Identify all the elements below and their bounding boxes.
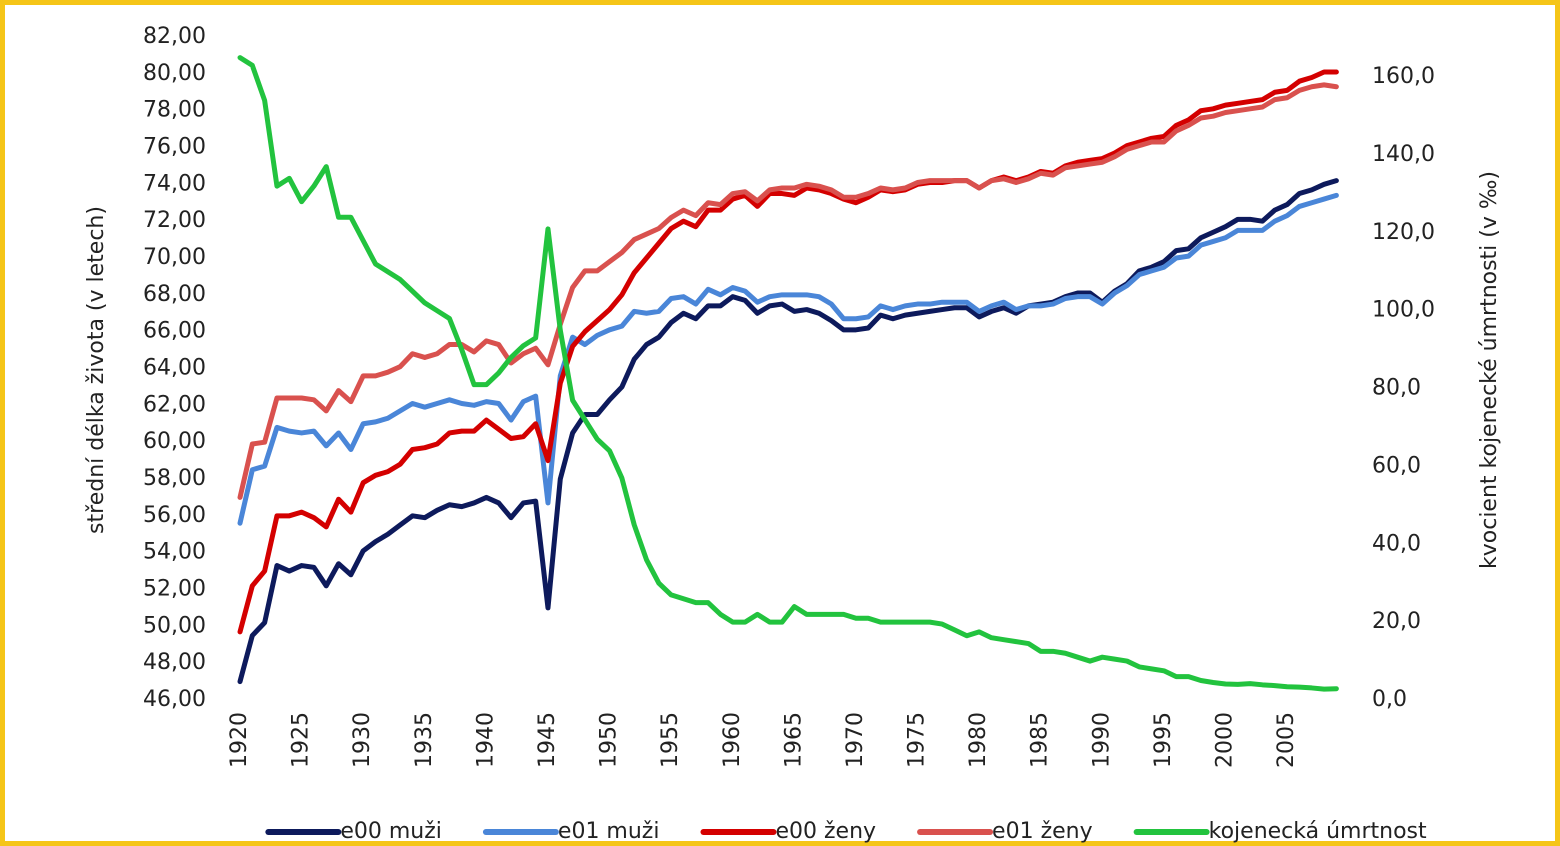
legend-label: e01 ženy [992, 819, 1093, 844]
x-tick-label: 1940 [473, 712, 498, 768]
x-tick-label: 1925 [289, 712, 314, 768]
y2-tick-label: 40,0 [1372, 531, 1421, 556]
y2-tick-label: 0,0 [1372, 687, 1407, 712]
x-tick-label: 1935 [412, 712, 437, 768]
x-tick-label: 1970 [843, 712, 868, 768]
y-axis-title: střední délka života (v letech) [84, 206, 109, 534]
y-tick-label: 56,00 [143, 503, 206, 528]
y2-tick-label: 20,0 [1372, 609, 1421, 634]
x-tick-label: 1955 [658, 712, 683, 768]
y2-tick-label: 100,0 [1372, 298, 1435, 323]
x-tick-label: 1930 [350, 712, 375, 768]
y-tick-label: 76,00 [143, 135, 206, 160]
x-tick-label: 1950 [597, 712, 622, 768]
legend-label: e00 muži [340, 819, 442, 844]
y-tick-label: 72,00 [143, 208, 206, 233]
series-line [237, 178, 1339, 685]
legend-label: kojenecká úmrtnost [1209, 819, 1427, 844]
y-tick-label: 54,00 [143, 540, 206, 565]
x-tick-label: 1960 [720, 712, 745, 768]
y-tick-label: 82,00 [143, 24, 206, 49]
y-tick-label: 50,00 [143, 613, 206, 638]
y2-tick-label: 160,0 [1372, 64, 1435, 89]
x-tick-label: 1985 [1028, 712, 1053, 768]
x-tick-label: 1920 [227, 712, 252, 768]
series-line [237, 192, 1339, 526]
legend-label: e00 ženy [775, 819, 876, 844]
y-tick-label: 52,00 [143, 577, 206, 602]
x-tick-label: 2000 [1213, 712, 1238, 768]
y-tick-label: 64,00 [143, 356, 206, 381]
x-tick-label: 1945 [535, 712, 560, 768]
y2-tick-label: 60,0 [1372, 453, 1421, 478]
series-line [237, 82, 1339, 500]
x-tick-label: 1980 [966, 712, 991, 768]
x-tick-label: 2005 [1274, 712, 1299, 768]
y-tick-label: 58,00 [143, 466, 206, 491]
y2-tick-label: 120,0 [1372, 220, 1435, 245]
x-tick-label: 1995 [1151, 712, 1176, 768]
y-tick-label: 62,00 [143, 392, 206, 417]
x-tick-label: 1965 [781, 712, 806, 768]
y-tick-label: 70,00 [143, 245, 206, 270]
y-tick-label: 48,00 [143, 650, 206, 675]
y2-tick-label: 140,0 [1372, 142, 1435, 167]
x-tick-label: 1990 [1089, 712, 1114, 768]
y-tick-label: 66,00 [143, 319, 206, 344]
y-tick-label: 80,00 [143, 61, 206, 86]
y2-axis-title: kvocient kojenecké úmrtnosti (v ‰) [1477, 171, 1502, 569]
series-line [237, 69, 1339, 635]
y-tick-label: 74,00 [143, 171, 206, 196]
x-tick-label: 1975 [905, 712, 930, 768]
series-line [237, 55, 1339, 692]
y-tick-label: 68,00 [143, 282, 206, 307]
y2-tick-label: 80,0 [1372, 376, 1421, 401]
y-tick-label: 60,00 [143, 429, 206, 454]
y-tick-label: 46,00 [143, 687, 206, 712]
y-tick-label: 78,00 [143, 98, 206, 123]
legend-label: e01 muži [558, 819, 660, 844]
